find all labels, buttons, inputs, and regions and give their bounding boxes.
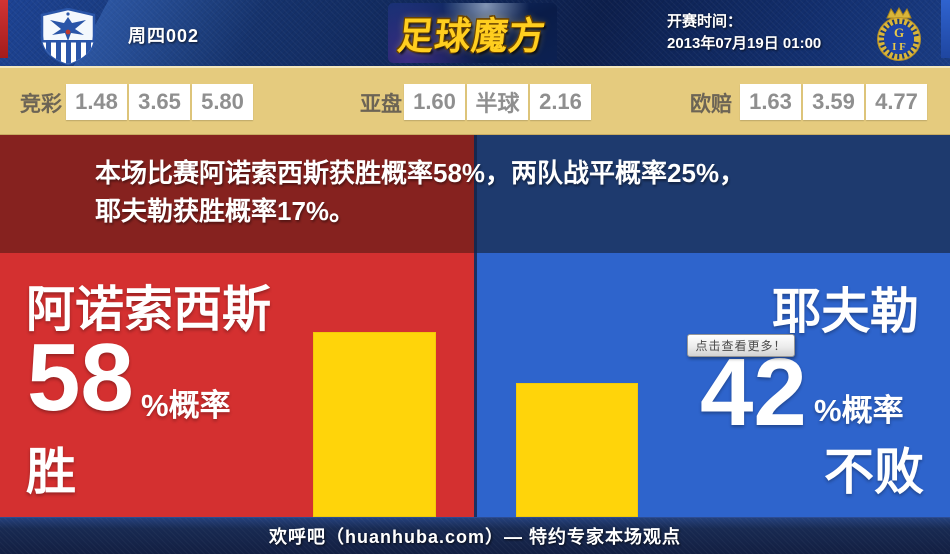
home-team-name: 阿诺索西斯: [26, 283, 272, 337]
kickoff-datetime: 2013年07月19日 01:00: [667, 35, 822, 52]
away-team-panel[interactable]: 耶夫勒 42 %概率 不败 点击查看更多！: [477, 253, 950, 517]
euro-home-odds: 1.63: [740, 84, 801, 120]
euro-odds-values: 1.63 3.59 4.77: [740, 84, 927, 120]
svg-text:I F: I F: [892, 41, 906, 53]
home-win-percent: 58: [27, 324, 134, 431]
asian-away-odds: 2.16: [530, 84, 591, 120]
asian-handicap-line: 半球: [467, 84, 528, 120]
see-more-tooltip[interactable]: 点击查看更多！: [687, 334, 795, 357]
match-header: 周四002 足球魔方 开赛时间： 2013年07月19日 01:00 G I F: [0, 0, 950, 80]
asian-handicap-values: 1.60 半球 2.16: [404, 84, 591, 120]
home-crest-svg: [40, 7, 96, 66]
probability-panels: 阿诺索西斯 58 %概率 胜 耶夫勒 42 %概率 不败 点击查看更多！: [0, 253, 950, 517]
prediction-summary: 本场比赛阿诺索西斯获胜概率58%，两队战平概率25%， 耶夫勒获胜概率17%。: [95, 154, 745, 230]
prediction-summary-line2: 耶夫勒获胜概率17%。: [95, 196, 356, 226]
away-percent-suffix: %概率: [814, 393, 904, 428]
panel-divider: [474, 253, 477, 517]
home-team-crest-icon: [40, 7, 96, 66]
footer: 欢呼吧（huanhuba.com）— 特约专家本场观点: [0, 517, 950, 554]
svg-text:G: G: [894, 25, 904, 40]
home-edge-accent: [0, 0, 8, 58]
summary-band-away-bg: [477, 135, 950, 253]
jingcai-draw-odds: 3.65: [129, 84, 190, 120]
site-logo: 足球魔方: [388, 3, 557, 63]
away-edge-accent: [941, 0, 950, 58]
euro-odds-label: 欧赔: [690, 93, 732, 116]
summary-band-home-bg: [0, 135, 474, 253]
euro-away-odds: 4.77: [866, 84, 927, 120]
away-unbeaten-percent: 42: [700, 339, 807, 446]
asian-handicap-label: 亚盘: [360, 93, 402, 116]
jingcai-away-odds: 5.80: [192, 84, 253, 120]
match-number-label: 周四002: [128, 26, 200, 46]
away-probability-bar: [516, 383, 638, 517]
summary-band: 本场比赛阿诺索西斯获胜概率58%，两队战平概率25%， 耶夫勒获胜概率17%。: [0, 135, 950, 253]
away-team-name: 耶夫勒: [771, 285, 919, 339]
euro-draw-odds: 3.59: [803, 84, 864, 120]
asian-home-odds: 1.60: [404, 84, 465, 120]
footer-text: 欢呼吧（huanhuba.com）— 特约专家本场观点: [268, 527, 681, 547]
kickoff-label: 开赛时间：: [667, 13, 743, 30]
home-outcome-label: 胜: [26, 444, 76, 500]
away-team-crest-icon: G I F: [870, 6, 928, 64]
site-logo-text: 足球魔方: [395, 14, 549, 58]
kickoff-time-block: 开赛时间： 2013年07月19日 01:00: [667, 11, 821, 55]
home-probability-bar: [313, 332, 436, 517]
away-crest-svg: G I F: [877, 6, 921, 61]
jingcai-odds-values: 1.48 3.65 5.80: [66, 84, 253, 120]
summary-band-divider: [474, 135, 477, 253]
away-outcome-label: 不败: [824, 444, 924, 500]
odds-bar: 竞彩 1.48 3.65 5.80 亚盘 1.60 半球 2.16 欧赔 1.6…: [0, 66, 950, 135]
jingcai-home-odds: 1.48: [66, 84, 127, 120]
home-percent-suffix: %概率: [141, 388, 231, 423]
prediction-summary-line1: 本场比赛阿诺索西斯获胜概率58%，两队战平概率25%，: [95, 158, 746, 188]
jingcai-odds-label: 竞彩: [20, 93, 62, 116]
home-team-panel[interactable]: 阿诺索西斯 58 %概率 胜: [0, 253, 474, 517]
